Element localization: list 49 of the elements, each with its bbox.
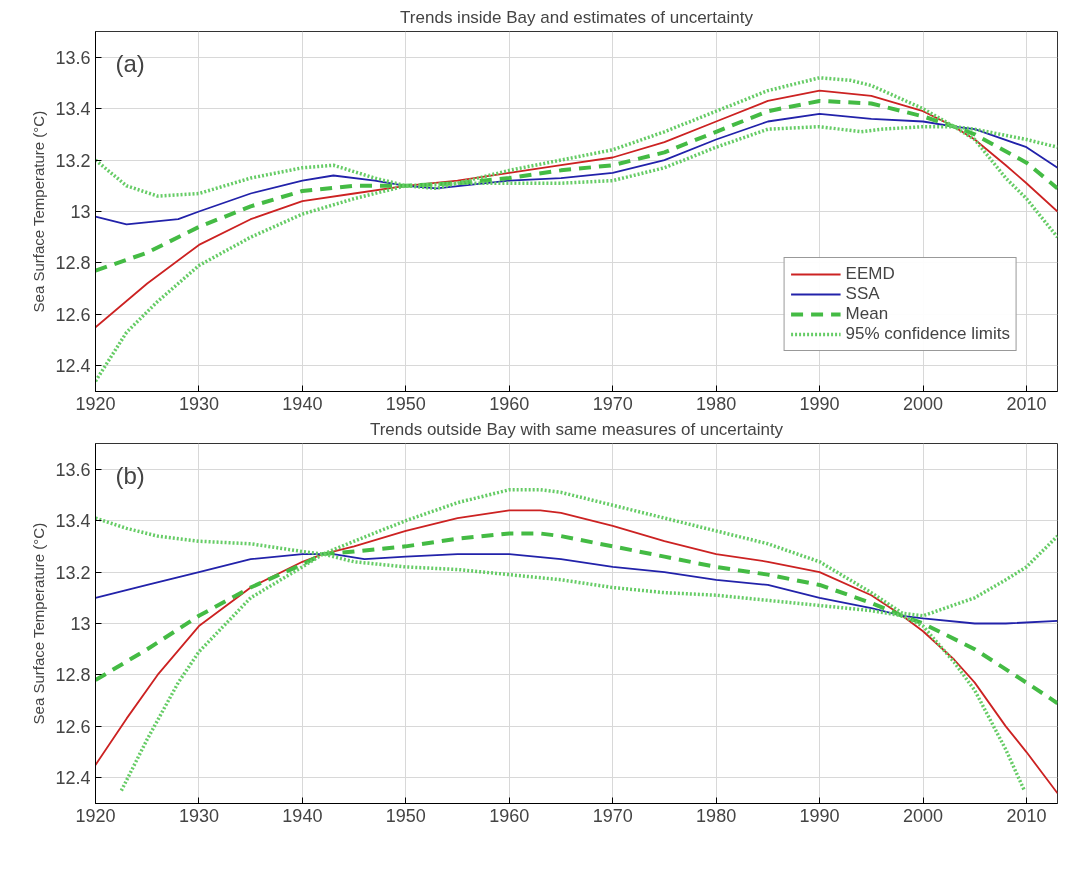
y-tick-label: 12.6 bbox=[55, 716, 91, 737]
x-tick-label: 1990 bbox=[799, 393, 840, 414]
x-tick-label: 1980 bbox=[696, 805, 737, 826]
y-tick-label: 13.4 bbox=[55, 99, 91, 120]
line-series bbox=[95, 112, 1058, 226]
x-tick-label: 2000 bbox=[903, 805, 944, 826]
y-tick-label: 12.4 bbox=[55, 356, 91, 377]
x-tick-label: 1970 bbox=[592, 393, 633, 414]
x-tick-label: 1990 bbox=[799, 805, 840, 826]
y-tick-label: 12.8 bbox=[55, 665, 91, 686]
y-tick-label: 13.6 bbox=[55, 47, 91, 68]
x-tick-label: 1920 bbox=[75, 805, 116, 826]
y-tick-label: 13.2 bbox=[55, 562, 91, 583]
line-series bbox=[95, 531, 1058, 706]
x-tick-label: 1940 bbox=[282, 393, 323, 414]
x-tick-label: 2010 bbox=[1006, 805, 1047, 826]
annotation: (b) bbox=[115, 461, 145, 489]
y-tick-label: 13.2 bbox=[55, 150, 91, 171]
x-tick-label: 1950 bbox=[385, 393, 426, 414]
x-tick-label: 2010 bbox=[1006, 393, 1047, 414]
chart-title: Trends outside Bay with same measures of uncertainty bbox=[369, 419, 784, 439]
x-tick-label: 1980 bbox=[696, 393, 737, 414]
legend-label: EEMD bbox=[845, 264, 895, 284]
x-tick-label: 1930 bbox=[178, 393, 219, 414]
y-tick-label: 13 bbox=[70, 202, 91, 222]
y-axis-title: Sea Surface Temperature (°C) bbox=[30, 522, 48, 725]
x-tick-label: 1950 bbox=[385, 805, 426, 826]
chart-title: Trends inside Bay and estimates of uncertainty bbox=[400, 7, 754, 27]
y-tick-label: 12.6 bbox=[55, 304, 91, 325]
legend-label: SSA bbox=[845, 284, 880, 304]
x-tick-label: 1970 bbox=[592, 805, 633, 826]
x-tick-label: 1960 bbox=[489, 393, 530, 414]
y-axis-title: Sea Surface Temperature (°C) bbox=[30, 110, 48, 313]
y-tick-label: 13.6 bbox=[55, 459, 91, 480]
x-tick-label: 1930 bbox=[178, 805, 219, 826]
line-series bbox=[95, 553, 1058, 625]
line-series bbox=[95, 89, 1058, 329]
legend-label: Mean bbox=[845, 304, 889, 324]
legend-label: 95% confidence limits bbox=[845, 324, 1010, 344]
x-tick-label: 1940 bbox=[282, 805, 323, 826]
y-tick-label: 12.8 bbox=[55, 253, 91, 274]
annotation: (a) bbox=[115, 49, 145, 77]
x-tick-label: 1960 bbox=[489, 805, 530, 826]
y-tick-label: 13 bbox=[70, 614, 91, 634]
line-series bbox=[95, 509, 1058, 795]
x-tick-label: 1920 bbox=[75, 393, 116, 414]
x-tick-label: 2000 bbox=[903, 393, 944, 414]
y-tick-label: 13.4 bbox=[55, 511, 91, 532]
y-tick-label: 12.4 bbox=[55, 768, 91, 789]
